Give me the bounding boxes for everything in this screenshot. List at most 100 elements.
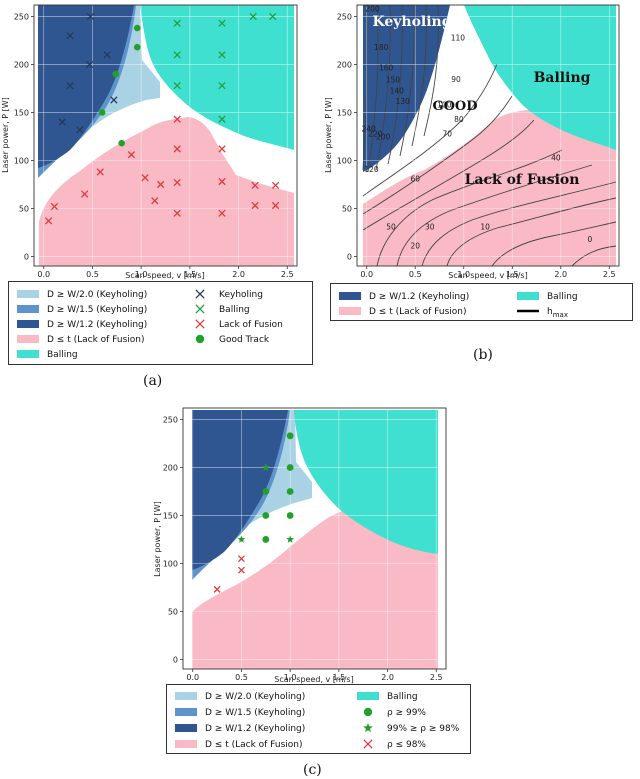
contour-label: 140 <box>390 86 405 95</box>
contour-line <box>446 197 617 267</box>
legend-swatch <box>339 307 361 315</box>
regions <box>192 410 438 669</box>
x-tick-label: 2.5 <box>603 270 616 279</box>
keyhole-region <box>363 5 450 172</box>
keyholing-point <box>66 81 74 90</box>
legend-entry: 99% ≥ ρ ≥ 98% <box>363 723 460 734</box>
plot-frame <box>33 4 298 267</box>
circle-point <box>262 536 270 543</box>
contour-label: 10 <box>480 223 490 232</box>
legend-label: D ≥ W/1.5 (Keyholing) <box>47 305 147 315</box>
lack-of-fusion-point <box>151 197 159 205</box>
lack-of-fusion-point <box>271 181 280 190</box>
panel-label-c: (c) <box>303 762 322 778</box>
legend-swatch <box>517 292 539 300</box>
legend-marker <box>195 319 205 329</box>
contour-line <box>362 63 498 197</box>
x-tick-label: 0.0 <box>360 270 373 279</box>
y-tick-label: 0 <box>24 252 29 261</box>
legend-entry: D ≤ t (Lack of Fusion) <box>339 307 466 317</box>
contour-label: 200 <box>376 132 391 141</box>
contour-line <box>399 4 415 157</box>
y-axis-label: Laser power, P [W] <box>1 97 10 173</box>
legend-swatch <box>175 692 197 700</box>
keyholing-point <box>58 118 66 126</box>
markers <box>213 432 294 593</box>
legend-a: D ≥ W/2.0 (Keyholing) Keyholing D ≥ W/1.5 … <box>8 281 313 365</box>
legend-label: D ≤ t (Lack of Fusion) <box>47 335 144 345</box>
legend-marker <box>195 334 205 344</box>
x-tick-label: 2.0 <box>554 270 567 279</box>
x-axis-label: Scan speed, v [m/s] <box>274 675 353 684</box>
x-tick-label: 2.0 <box>381 673 394 682</box>
lof-region <box>363 109 616 267</box>
good-track-point <box>112 70 120 78</box>
y-tick-label: 200 <box>163 463 178 472</box>
balling-point <box>173 51 181 59</box>
contour-label: 20 <box>410 242 420 251</box>
keyholing-point <box>103 51 111 59</box>
legend-swatch <box>17 335 39 343</box>
balling-region <box>294 410 438 554</box>
contour-line <box>571 245 617 267</box>
legend-label: Balling <box>47 350 78 360</box>
contour-line <box>376 149 563 267</box>
legend-c: D ≥ W/2.0 (Keyholing) Balling D ≥ W/1.5 (K… <box>166 684 471 754</box>
legend-label: D ≤ t (Lack of Fusion) <box>205 740 302 750</box>
balling-point <box>249 12 257 21</box>
lack-of-fusion-point <box>156 180 165 189</box>
legend-entry: D ≥ W/1.5 (Keyholing) <box>175 708 305 718</box>
legend-marker <box>363 707 373 717</box>
legend-marker <box>195 304 205 314</box>
lack-of-fusion-point <box>218 177 226 186</box>
legend-entry: D ≥ W/1.2 (Keyholing) <box>175 724 305 734</box>
y-tick-label: 100 <box>337 156 352 165</box>
markers <box>44 12 280 225</box>
legend-label: hmax <box>547 307 568 319</box>
legend-label: ρ ≤ 98% <box>387 740 426 750</box>
x-tick-label: 0.5 <box>409 270 422 279</box>
legend-entry: D ≥ W/1.2 (Keyholing) <box>17 320 147 330</box>
legend-label: Balling <box>387 692 418 702</box>
x-tick-label: 2.5 <box>430 673 443 682</box>
region-label-balling: Balling <box>534 70 591 86</box>
legend-entry: Keyholing <box>195 289 263 300</box>
star-point <box>286 535 294 543</box>
contour-label: 120 <box>364 165 379 174</box>
lack-of-fusion-point <box>127 151 136 159</box>
balling-point <box>173 19 181 27</box>
x-tick-label: 0.5 <box>86 270 99 279</box>
legend-entry: Lack of Fusion <box>195 319 283 330</box>
legend-entry: D ≤ t (Lack of Fusion) <box>175 740 302 750</box>
legend-b: D ≥ W/1.2 (Keyholing) Balling D ≤ t (Lack … <box>330 283 633 321</box>
lack-of-fusion-point <box>218 145 226 153</box>
legend-marker <box>195 289 205 299</box>
y-tick-label: 50 <box>168 607 178 616</box>
contour-label: 150 <box>386 76 401 85</box>
lack-of-fusion-point <box>44 217 53 225</box>
legend-entry: D ≥ W/1.2 (Keyholing) <box>339 292 469 302</box>
good-track-point <box>98 109 106 116</box>
contour-labels: 2001801601501401302402202001201109010080… <box>361 5 592 251</box>
circle-point <box>286 512 294 519</box>
legend-label: Balling <box>547 292 578 302</box>
contour-label: 160 <box>379 63 394 72</box>
x-point <box>237 555 245 563</box>
contour-line <box>362 95 513 215</box>
contour-label: 90 <box>451 75 461 84</box>
x-tick-label: 0.0 <box>186 673 199 682</box>
contour-label: 200 <box>365 5 380 14</box>
region-label-lof: Lack of Fusion <box>465 172 580 188</box>
panel-b-chart: 2001801601501401302402202001201109010080… <box>324 4 620 280</box>
region-label-keyholing: Keyholing <box>372 14 451 30</box>
contour-label: 0 <box>587 235 592 244</box>
svg-text:(a): (a) <box>143 373 162 389</box>
legend-label: Keyholing <box>219 290 263 300</box>
good-track-point <box>133 43 141 51</box>
grid <box>357 5 619 266</box>
region-label-good: GOOD <box>432 99 477 114</box>
contour-label: 240 <box>361 125 376 134</box>
y-axis-label: Laser power, P [W] <box>324 97 333 173</box>
circle-point <box>262 488 270 495</box>
legend-label: Lack of Fusion <box>219 320 283 330</box>
